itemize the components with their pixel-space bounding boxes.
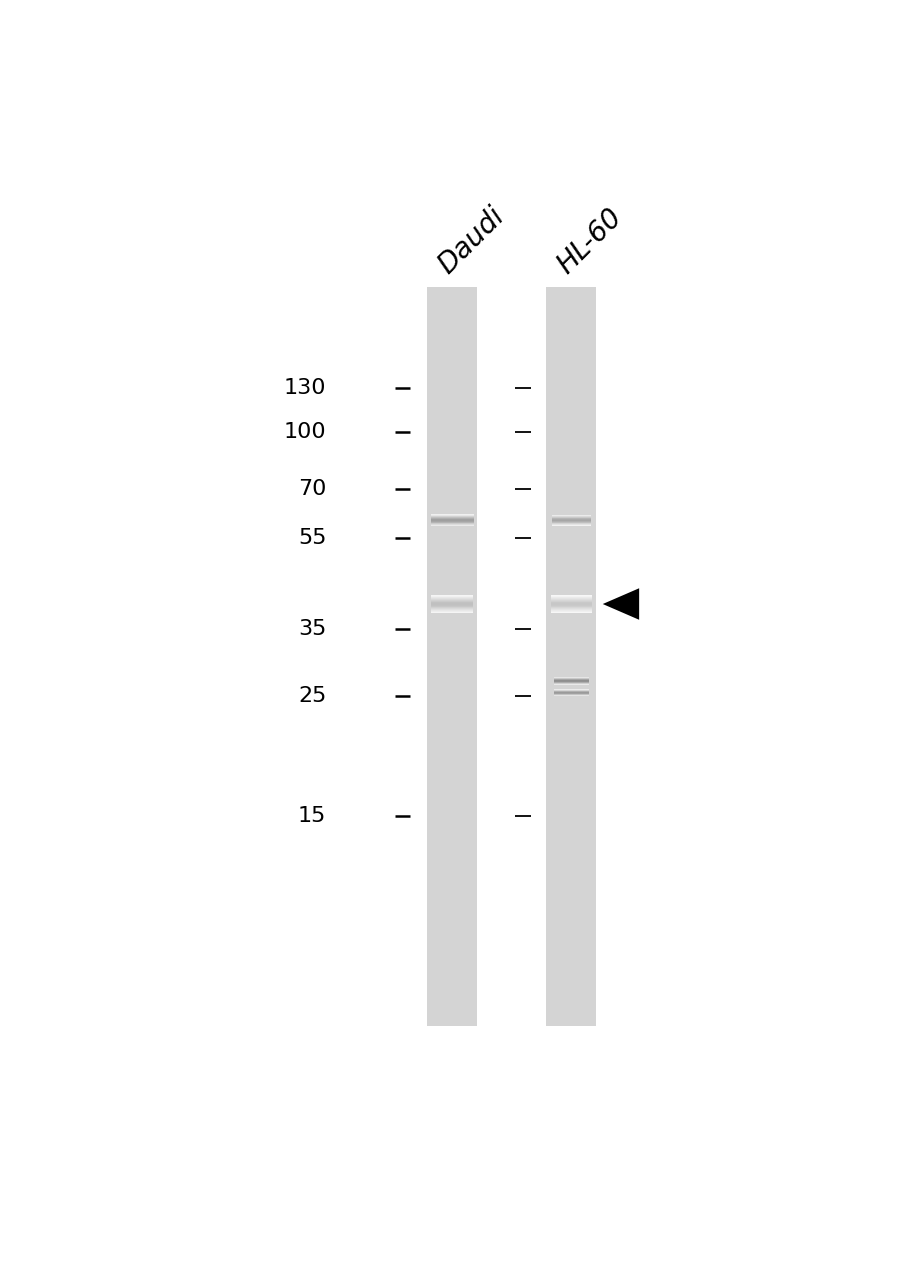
Text: 70: 70 [298, 479, 326, 499]
Text: HL-60: HL-60 [551, 202, 627, 279]
Text: 130: 130 [283, 378, 326, 398]
Text: 55: 55 [298, 527, 326, 548]
Text: 25: 25 [298, 686, 326, 705]
Text: 100: 100 [283, 421, 326, 442]
Text: 35: 35 [298, 618, 326, 639]
Polygon shape [603, 589, 639, 620]
Text: Daudi: Daudi [432, 201, 510, 279]
Text: 15: 15 [298, 806, 326, 826]
Bar [546, 287, 596, 1025]
Bar [427, 287, 477, 1025]
